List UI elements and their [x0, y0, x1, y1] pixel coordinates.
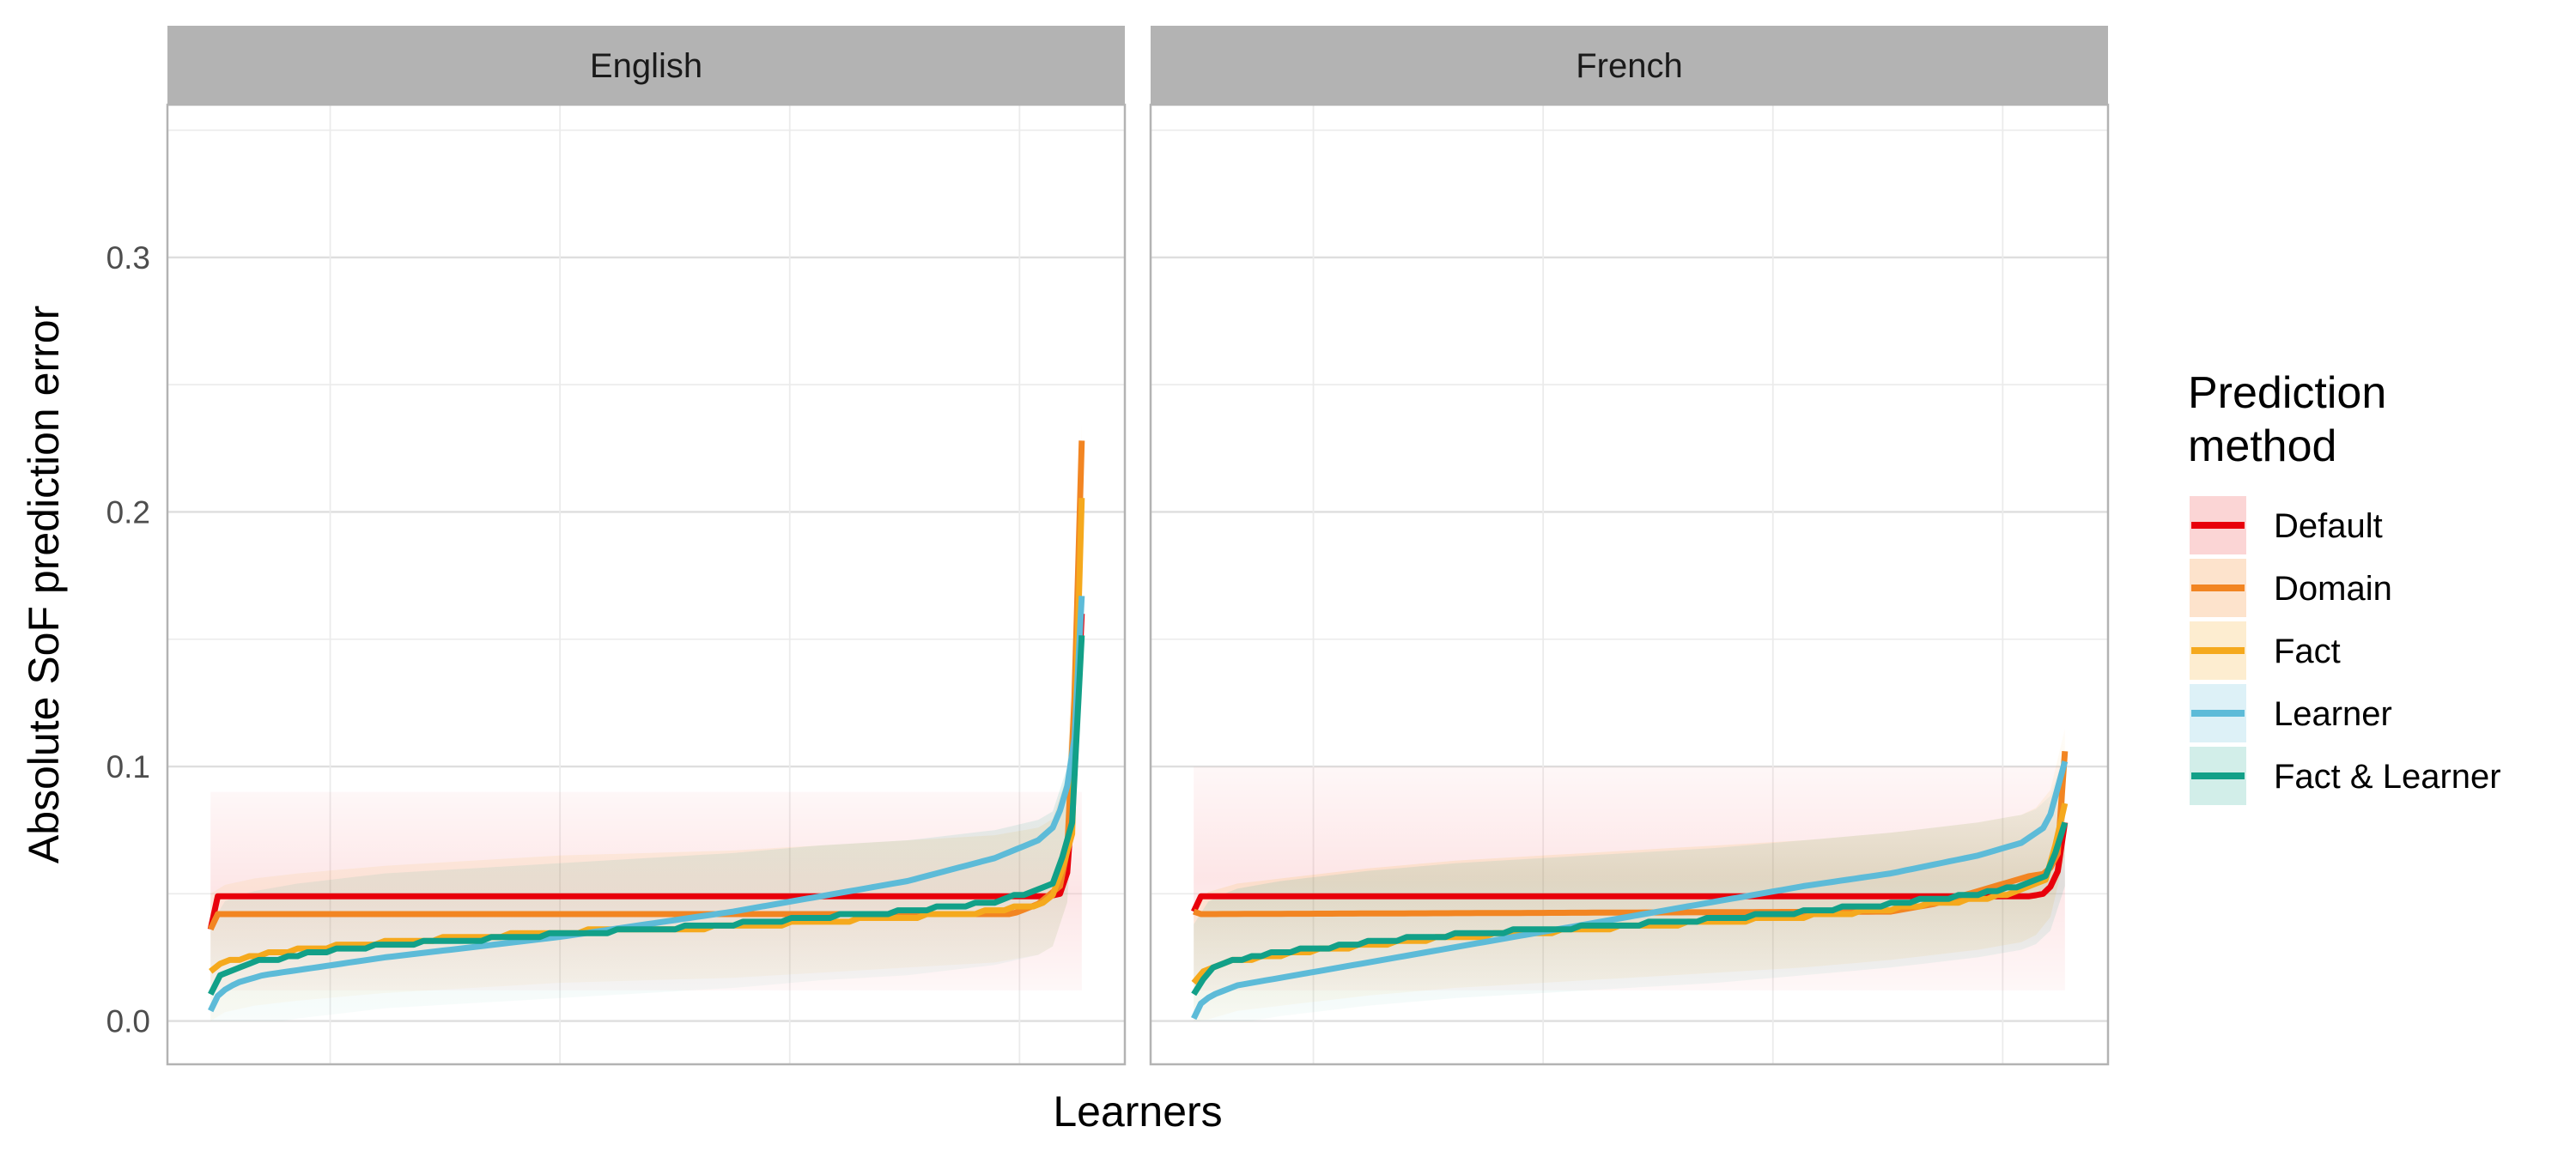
y-tick-label: 0.3: [106, 240, 150, 276]
legend-label: Learner: [2274, 695, 2392, 733]
y-axis-label: Absolute SoF prediction error: [20, 306, 68, 863]
legend-item: Fact & Learner: [2190, 747, 2501, 805]
legend-item: Domain: [2190, 559, 2392, 617]
uncertainty-bands: [210, 422, 1082, 1021]
y-tick-label: 0.1: [106, 749, 150, 784]
series-line-learner: [208, 596, 1085, 1013]
y-tick-label: 0.0: [106, 1004, 150, 1039]
facet-panel: French: [1149, 26, 2110, 1066]
uncertainty-bands: [1194, 728, 2065, 1021]
facet-strip: [1151, 26, 2108, 105]
series-line-default: [207, 613, 1085, 930]
series-line-fact-learner: [208, 635, 1085, 996]
legend-label: Domain: [2274, 570, 2392, 608]
legend-label: Fact & Learner: [2274, 758, 2501, 796]
series-line-learner: [1191, 760, 2069, 1021]
series-line-fact-learner: [1191, 821, 2069, 996]
legend-label: Fact: [2274, 633, 2341, 670]
facet-strip: [167, 26, 1125, 105]
legend-title: Prediction: [2188, 368, 2386, 418]
facet-panel: English: [166, 26, 1127, 1066]
legend-title: method: [2188, 421, 2336, 471]
legend-item: Fact: [2190, 621, 2341, 680]
panel-border: [166, 103, 1127, 1066]
x-axis-label: Learners: [1053, 1087, 1222, 1136]
facet-title: French: [1576, 47, 1683, 85]
legend-label: Default: [2274, 507, 2383, 545]
panel-border: [1149, 103, 2110, 1066]
band-fact-learner: [210, 562, 1082, 1021]
legend-item: Default: [2190, 496, 2383, 554]
y-tick-label: 0.2: [106, 494, 150, 530]
legend-item: Learner: [2190, 684, 2392, 742]
facet-title: English: [590, 47, 702, 85]
